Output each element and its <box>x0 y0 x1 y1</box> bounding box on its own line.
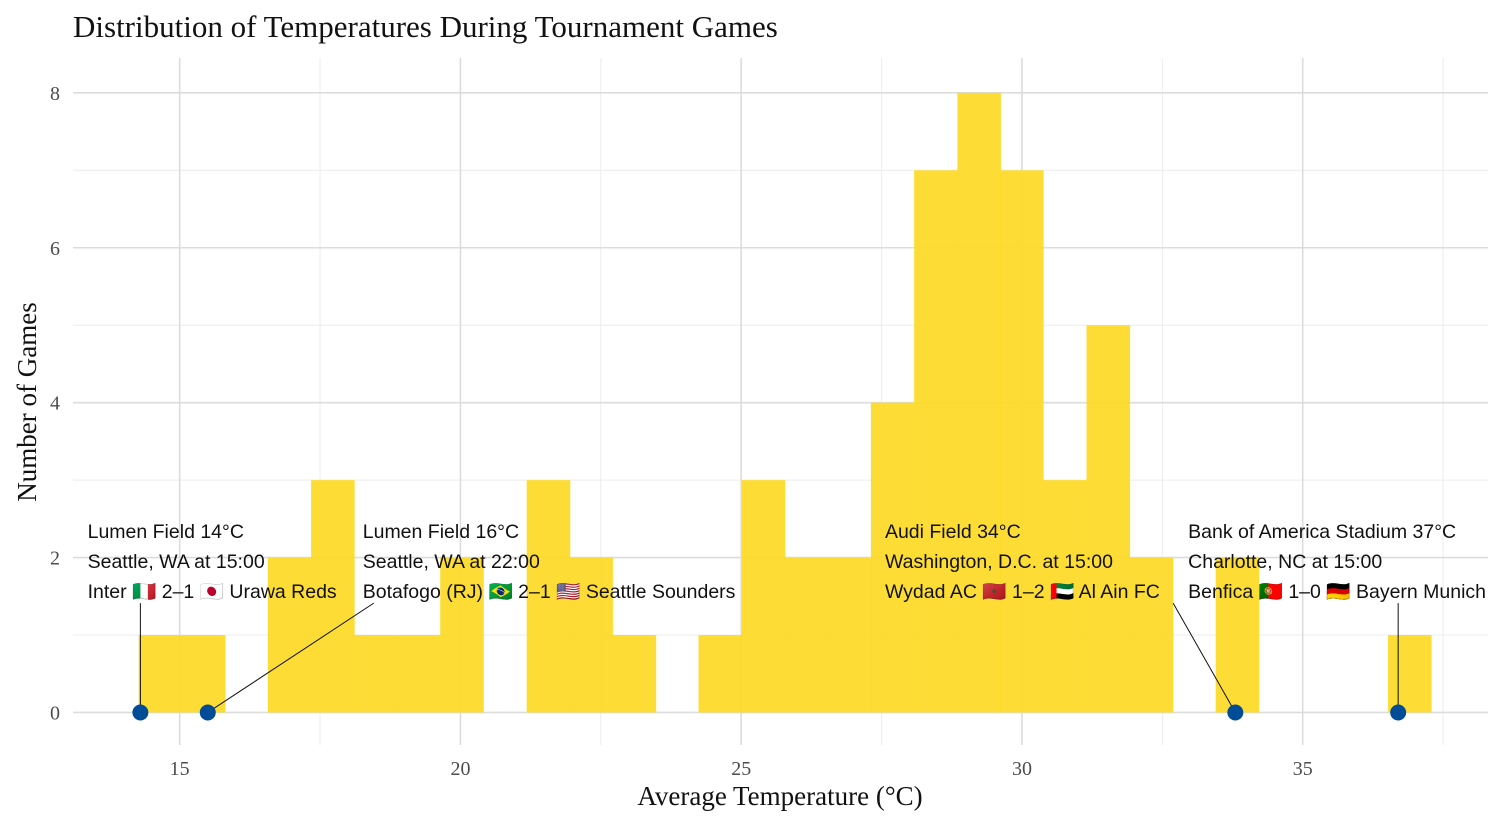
y-tick-label: 4 <box>50 393 60 415</box>
histogram-bar <box>957 92 1001 713</box>
annotation-line: Audi Field 34°C <box>885 521 1021 543</box>
y-tick-label: 6 <box>50 238 60 260</box>
histogram-bar <box>267 557 312 713</box>
highlight-markers <box>132 704 1407 721</box>
highlight-point <box>1227 704 1244 721</box>
annotation-line: Benfica 🇵🇹 1–0 🇩🇪 Bayern Munich <box>1188 581 1486 603</box>
x-tick-label: 15 <box>170 758 190 780</box>
histogram-bar <box>1086 325 1131 713</box>
histogram-bar <box>569 557 613 713</box>
annotation-line: Lumen Field 14°C <box>88 521 244 543</box>
y-tick-label: 2 <box>50 548 60 570</box>
histogram-bar <box>440 557 484 713</box>
histogram-bars <box>138 92 1432 713</box>
annotation-line: Seattle, WA at 22:00 <box>363 551 540 573</box>
highlight-point <box>199 704 216 721</box>
annotation-label: Audi Field 34°C Washington, D.C. at 15:00… <box>885 521 1160 603</box>
annotation-label: Lumen Field 14°C Seattle, WA at 15:00 Inte… <box>88 521 337 603</box>
histogram-bar <box>1388 635 1432 713</box>
histogram-bar <box>311 480 355 713</box>
histogram-bar <box>741 480 786 713</box>
annotation-line: Wydad AC 🇲🇦 1–2 🇦🇪 Al Ain FC <box>885 581 1160 603</box>
highlight-point <box>1390 704 1407 721</box>
annotation-line: Charlotte, NC at 15:00 <box>1188 551 1382 573</box>
y-axis-title: Number of Games <box>12 302 42 501</box>
histogram-bar <box>914 170 958 713</box>
annotation-leaders <box>139 602 1399 713</box>
x-tick-label: 20 <box>450 758 470 780</box>
histogram-bar <box>354 635 398 713</box>
histogram-bar <box>396 635 441 713</box>
histogram-bar <box>698 635 743 713</box>
annotation-line: Seattle, WA at 15:00 <box>88 551 265 573</box>
annotation-line: Washington, D.C. at 15:00 <box>885 551 1113 573</box>
highlight-point <box>132 704 149 721</box>
chart-title: Distribution of Temperatures During Tour… <box>73 9 778 44</box>
annotation-leader <box>207 602 375 713</box>
histogram-bar <box>784 557 829 713</box>
x-tick-label: 35 <box>1293 758 1313 780</box>
tick-labels: 15 20 25 30 35 0 2 4 6 8 <box>50 83 1313 780</box>
histogram-bar <box>828 557 872 713</box>
histogram-bar <box>181 635 226 713</box>
annotation-label: Lumen Field 16°C Seattle, WA at 22:00 Bota… <box>363 521 736 603</box>
histogram-bar <box>526 480 571 713</box>
annotations: Lumen Field 14°C Seattle, WA at 15:00 Inte… <box>88 521 1486 603</box>
annotation-line: Inter 🇮🇹 2–1 🇯🇵 Urawa Reds <box>88 581 337 603</box>
y-tick-label: 8 <box>50 83 60 105</box>
annotation-label: Bank of America Stadium 37°C Charlotte, N… <box>1188 521 1486 603</box>
x-tick-label: 25 <box>731 758 751 780</box>
x-tick-label: 30 <box>1012 758 1032 780</box>
annotation-line: Bank of America Stadium 37°C <box>1188 521 1456 543</box>
histogram-bar <box>1000 170 1044 713</box>
histogram-bar <box>1129 557 1174 713</box>
histogram-bar <box>612 635 657 713</box>
histogram-bar <box>870 402 915 713</box>
annotation-line: Botafogo (RJ) 🇧🇷 2–1 🇺🇸 Seattle Sounders <box>363 581 736 603</box>
y-tick-label: 0 <box>50 702 60 724</box>
histogram-bar <box>138 635 183 713</box>
annotation-leader <box>1172 602 1236 713</box>
histogram-bar <box>1043 480 1087 713</box>
x-axis-title: Average Temperature (°C) <box>637 781 922 811</box>
histogram-bar <box>1215 557 1260 713</box>
annotation-line: Lumen Field 16°C <box>363 521 519 543</box>
